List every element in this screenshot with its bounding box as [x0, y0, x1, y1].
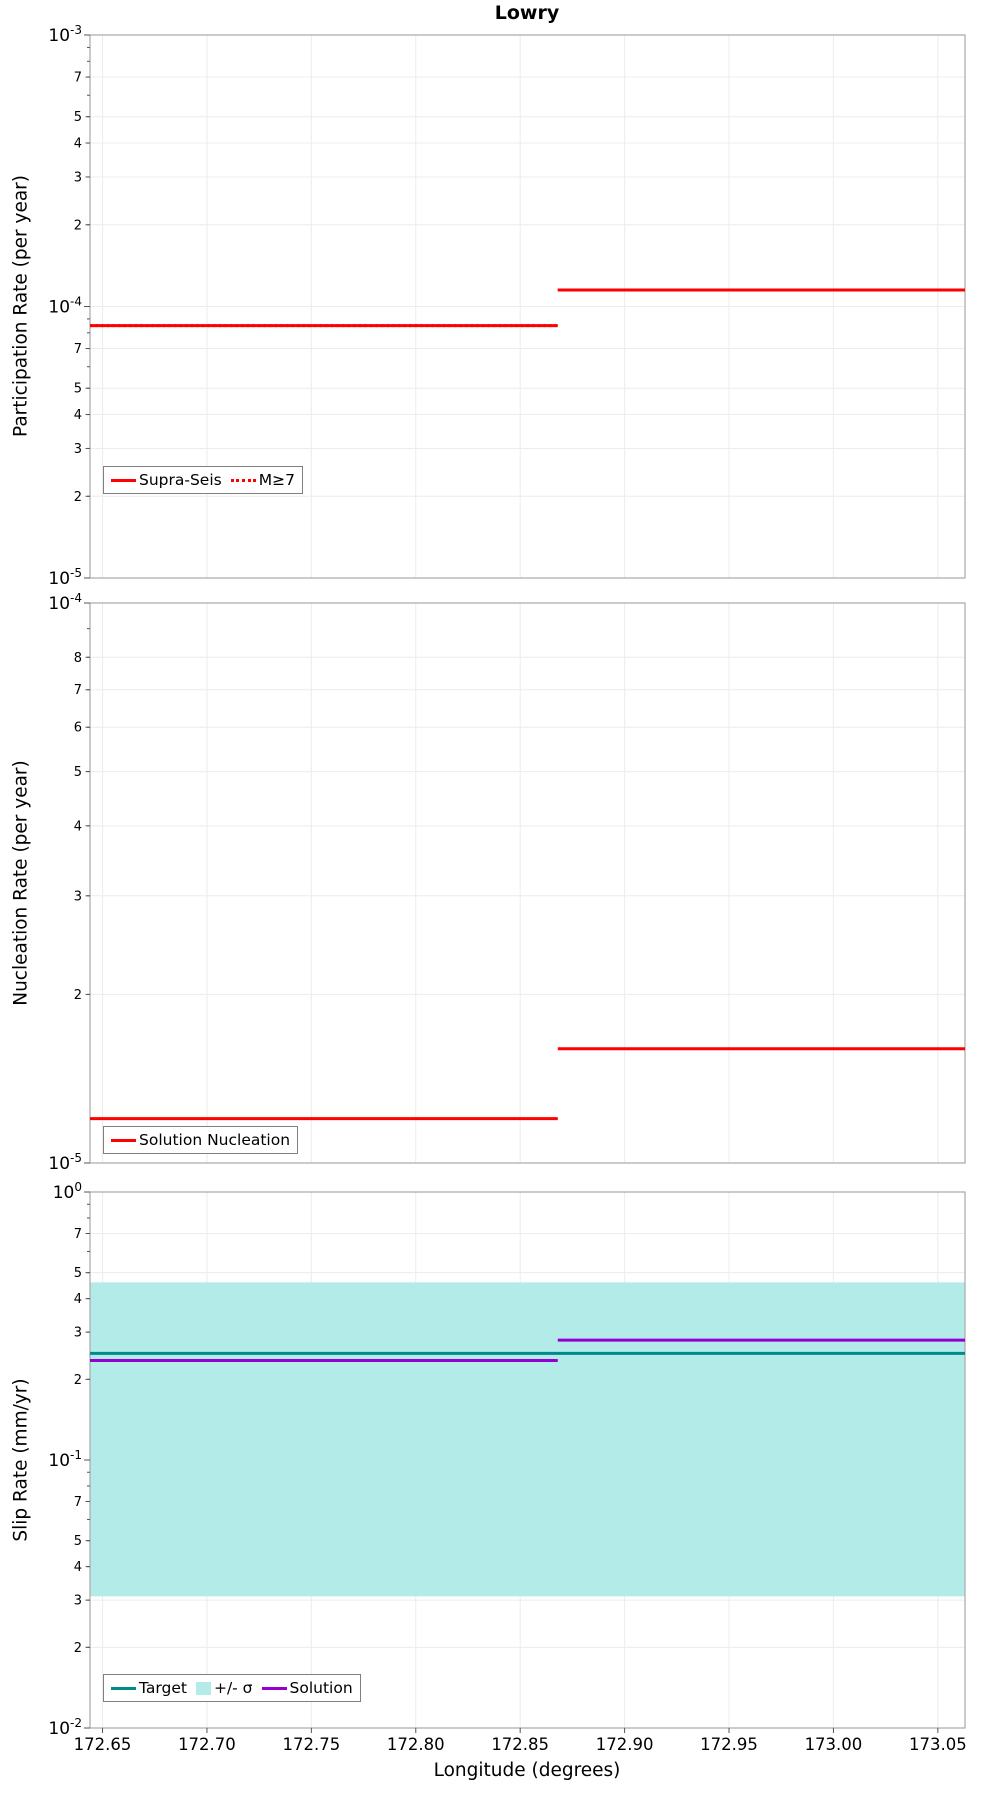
legend-nucleation: Solution Nucleation	[103, 1126, 299, 1154]
panel-participation: 10-3 7 5 4 3 2 10-4 7 5 4 3 2 10-5	[48, 23, 966, 589]
legend-item-m7: M≥7	[230, 471, 295, 489]
legend-participation: Supra-Seis M≥7	[103, 466, 303, 494]
legend-item-supra-seis: Supra-Seis	[111, 471, 222, 489]
x-tick-label: 172.70	[178, 1735, 236, 1754]
y-tick-label: 6	[74, 721, 82, 736]
y-axis-label-nucleation: Nucleation Rate (per year)	[10, 760, 32, 1006]
y-tick-label: 4	[74, 819, 82, 834]
y-tick-label: 5	[74, 110, 82, 125]
x-tick-label: 172.90	[596, 1735, 654, 1754]
y-tick-label: 7	[74, 71, 82, 86]
y-tick-label: 5	[74, 382, 82, 397]
y-tick-label: 10-2	[48, 1716, 82, 1739]
x-tick-label: 173.05	[909, 1735, 967, 1754]
legend-label-m7: M≥7	[258, 471, 295, 489]
y-tick-label: 10-1	[48, 1448, 82, 1471]
y-tick-label: 7	[74, 1227, 82, 1242]
chart-title: Lowry	[494, 2, 560, 24]
x-axis-label: Longitude (degrees)	[433, 1760, 621, 1781]
y-tick-label: 2	[74, 1373, 82, 1388]
y-tick-label: 5	[74, 765, 82, 780]
y-tick-label: 3	[74, 889, 82, 904]
y-axis-label-slip-rate: Slip Rate (mm/yr)	[10, 1378, 32, 1542]
legend-item-target: Target	[111, 1679, 187, 1697]
m7-dotted-line-swatch-icon	[230, 478, 256, 482]
panel-slip-rate: 100 7 5 4 3 2 10-1 7 5 4 3 2 10-2	[48, 1180, 966, 1739]
y-tick-label: 3	[74, 442, 82, 457]
y-tick-label: 4	[74, 1292, 82, 1307]
y-tick-label: 2	[74, 988, 82, 1003]
legend-item-sigma: +/- σ	[195, 1679, 253, 1697]
sigma-band-swatch-icon	[195, 1681, 211, 1695]
y-tick-label: 3	[74, 170, 82, 185]
x-tick-label: 172.95	[700, 1735, 758, 1754]
y-tick-label: 4	[74, 1560, 82, 1575]
x-tick-label: 172.75	[282, 1735, 340, 1754]
legend-item-solution: Solution	[261, 1679, 353, 1697]
legend-slip-rate: Target +/- σ Solution	[103, 1674, 361, 1702]
y-tick-label: 10-5	[48, 1151, 82, 1174]
supra-seis-line-swatch-icon	[111, 478, 136, 482]
legend-label-supra-seis: Supra-Seis	[139, 471, 222, 489]
y-tick-label: 100	[53, 1180, 82, 1203]
legend-label-solution-nucleation: Solution Nucleation	[139, 1131, 291, 1149]
x-tick-label: 172.80	[387, 1735, 445, 1754]
y-tick-label: 3	[74, 1326, 82, 1341]
legend-item-solution-nucleation: Solution Nucleation	[111, 1131, 290, 1149]
y-tick-label: 8	[74, 651, 82, 666]
x-tick-label: 172.85	[491, 1735, 549, 1754]
y-tick-label: 10-3	[48, 23, 82, 46]
x-tick-label: 173.00	[805, 1735, 863, 1754]
y-tick-label: 10-4	[48, 591, 82, 614]
legend-label-solution: Solution	[289, 1679, 353, 1697]
target-line-swatch-icon	[111, 1686, 136, 1690]
y-tick-label: 10-4	[48, 295, 82, 318]
y-tick-label: 7	[74, 1495, 82, 1510]
y-tick-label: 2	[74, 490, 82, 505]
y-tick-label: 10-5	[48, 566, 82, 589]
legend-label-target: Target	[139, 1679, 187, 1697]
solution-nucleation-line-swatch-icon	[111, 1138, 136, 1142]
sigma-band	[90, 1282, 965, 1597]
legend-label-sigma: +/- σ	[213, 1679, 253, 1697]
y-tick-label: 2	[74, 1641, 82, 1656]
x-tick-label: 172.65	[74, 1735, 132, 1754]
y-tick-label: 5	[74, 1266, 82, 1281]
y-tick-label: 7	[74, 342, 82, 357]
solution-line-swatch-icon	[261, 1686, 287, 1690]
y-tick-label: 3	[74, 1594, 82, 1609]
y-tick-label: 7	[74, 683, 82, 698]
y-tick-label: 2	[74, 218, 82, 233]
y-tick-label: 5	[74, 1534, 82, 1549]
panel-nucleation: 10-4 8 7 6 5 4 3 2 10-5	[48, 591, 966, 1174]
y-tick-label: 4	[74, 408, 82, 423]
y-tick-label: 4	[74, 137, 82, 152]
y-axis-label-participation: Participation Rate (per year)	[10, 175, 32, 437]
